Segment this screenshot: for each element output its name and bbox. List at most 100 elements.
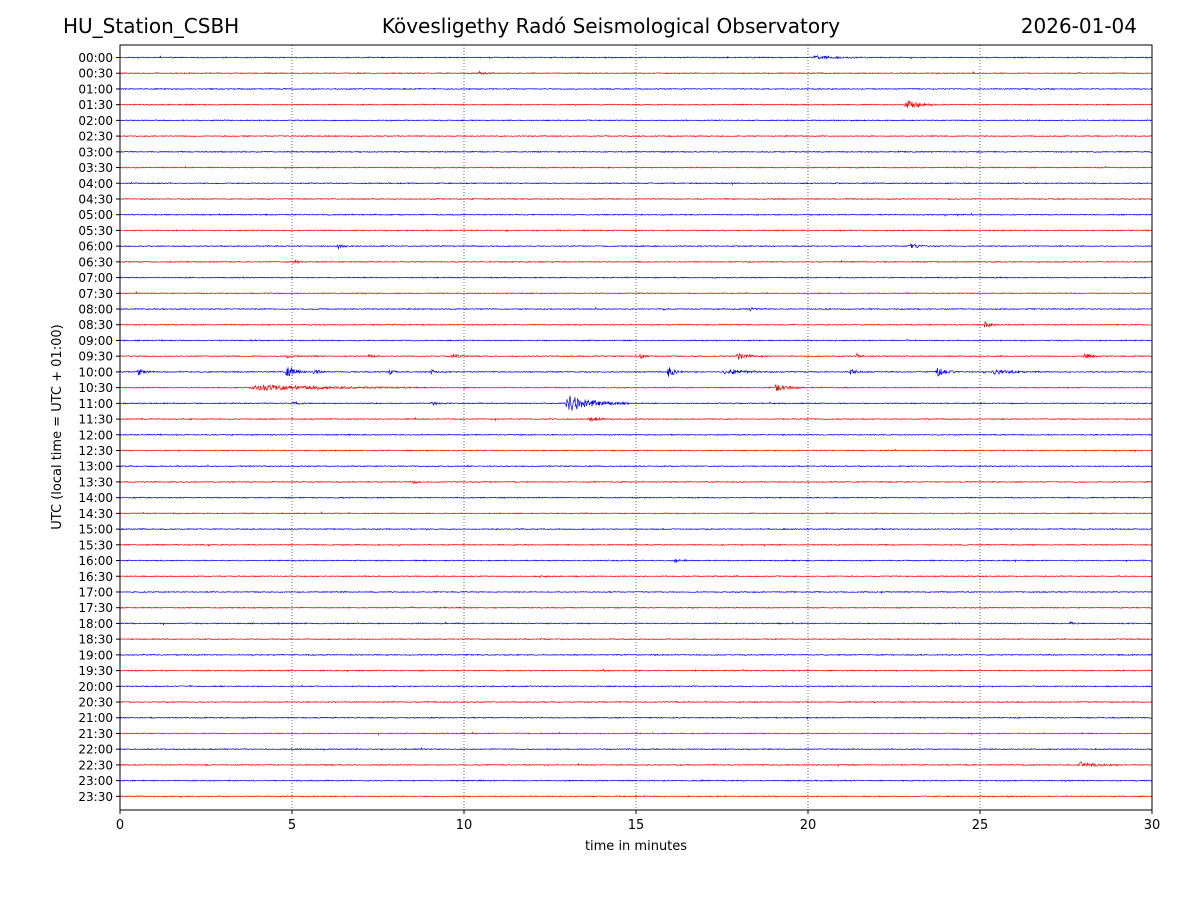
y-tick-label: 09:00	[78, 334, 113, 348]
x-tick-label-5: 5	[288, 818, 296, 833]
y-tick-label: 21:30	[78, 727, 113, 741]
y-tick-label: 10:00	[78, 365, 113, 379]
y-tick-label: 23:00	[78, 774, 113, 788]
grid-lines	[291, 45, 981, 810]
y-tick-label: 04:30	[78, 192, 113, 206]
y-tick-label: 06:00	[78, 240, 113, 254]
y-tick-label: 07:00	[78, 271, 113, 285]
trace-row-11	[119, 229, 1153, 232]
y-tick-label: 16:30	[78, 570, 113, 584]
y-tick-label: 05:00	[78, 208, 113, 222]
x-tick-label-25: 25	[972, 818, 989, 833]
y-tick-label: 01:30	[78, 98, 113, 112]
trace-row-25	[119, 448, 1153, 453]
trace-row-45	[119, 761, 1153, 767]
y-tick-label: 05:30	[78, 224, 113, 238]
x-tick-label-0: 0	[116, 818, 124, 833]
x-ticks: 0 5 10 15 20 25 30	[116, 810, 1160, 833]
x-tick-label-15: 15	[628, 818, 645, 833]
x-tick-label-20: 20	[800, 818, 817, 833]
trace-row-14	[119, 276, 1153, 279]
trace-row-19	[119, 352, 1153, 361]
trace-row-20	[119, 366, 1153, 377]
y-tick-label: 22:00	[78, 743, 113, 757]
y-tick-label: 17:00	[78, 585, 113, 599]
x-tick-label-10: 10	[456, 818, 473, 833]
y-tick-label: 18:00	[78, 617, 113, 631]
y-tick-label: 20:30	[78, 696, 113, 710]
trace-row-40	[119, 684, 1153, 688]
y-tick-label: 10:30	[78, 381, 113, 395]
trace-row-39	[119, 668, 1153, 673]
trace-row-29	[119, 511, 1153, 515]
y-tick-label: 11:30	[78, 413, 113, 427]
y-tick-label: 06:30	[78, 255, 113, 269]
y-tick-label: 00:30	[78, 67, 113, 81]
observatory-title: Kövesligethy Radó Seismological Observat…	[381, 14, 841, 38]
y-tick-label: 01:00	[78, 82, 113, 96]
y-tick-label: 17:30	[78, 601, 113, 615]
y-tick-label: 04:00	[78, 177, 113, 191]
trace-row-23	[119, 416, 1153, 423]
trace-row-37	[119, 637, 1153, 641]
trace-row-43	[119, 731, 1153, 736]
y-tick-label: 02:00	[78, 114, 113, 128]
trace-row-36	[119, 621, 1153, 626]
y-tick-label: 09:30	[78, 350, 113, 364]
trace-row-24	[119, 433, 1153, 437]
trace-row-27	[119, 480, 1153, 485]
trace-row-30	[119, 527, 1153, 531]
trace-row-21	[119, 384, 1153, 391]
trace-row-0	[119, 55, 1153, 60]
trace-row-10	[119, 212, 1153, 217]
y-tick-label: 03:00	[78, 145, 113, 159]
trace-row-16	[119, 306, 1153, 312]
y-tick-label: 16:00	[78, 554, 113, 568]
y-tick-label: 21:00	[78, 711, 113, 725]
y-tick-label: 23:30	[78, 790, 113, 804]
y-tick-label: 15:00	[78, 523, 113, 537]
trace-row-6	[119, 150, 1153, 154]
trace-row-4	[119, 119, 1153, 122]
trace-row-35	[119, 605, 1153, 609]
y-tick-label: 08:00	[78, 303, 113, 317]
y-tick-label: 12:00	[78, 428, 113, 442]
trace-row-41	[119, 700, 1153, 704]
trace-row-15	[119, 291, 1153, 295]
trace-row-22	[119, 395, 1153, 411]
trace-row-12	[119, 243, 1153, 251]
trace-row-38	[119, 653, 1153, 657]
trace-row-26	[119, 464, 1153, 468]
trace-row-28	[119, 496, 1153, 499]
y-tick-label: 22:30	[78, 758, 113, 772]
trace-row-9	[119, 197, 1153, 201]
trace-row-17	[119, 320, 1153, 328]
y-tick-label: 11:00	[78, 397, 113, 411]
y-tick-label: 13:00	[78, 460, 113, 474]
y-tick-label: 14:30	[78, 507, 113, 521]
y-axis-label: UTC (local time = UTC + 01:00)	[50, 324, 65, 529]
trace-row-32	[119, 558, 1153, 563]
station-title: HU_Station_CSBH	[63, 14, 240, 38]
trace-row-7	[119, 165, 1153, 170]
trace-row-8	[119, 181, 1153, 186]
y-tick-label: 18:30	[78, 633, 113, 647]
seismogram-traces	[119, 55, 1153, 799]
trace-row-18	[119, 338, 1153, 342]
y-tick-label: 13:30	[78, 475, 113, 489]
trace-row-2	[119, 87, 1153, 91]
y-tick-label: 15:30	[78, 538, 113, 552]
trace-row-5	[119, 134, 1153, 138]
y-tick-label: 19:00	[78, 648, 113, 662]
date-title: 2026-01-04	[1020, 14, 1137, 38]
trace-row-46	[119, 778, 1153, 783]
y-tick-label: 02:30	[78, 130, 113, 144]
trace-row-33	[119, 574, 1153, 579]
y-tick-label: 08:30	[78, 318, 113, 332]
x-tick-label-30: 30	[1144, 818, 1161, 833]
trace-row-3	[119, 100, 1153, 109]
y-tick-label: 00:00	[78, 51, 113, 65]
trace-row-13	[119, 259, 1153, 264]
